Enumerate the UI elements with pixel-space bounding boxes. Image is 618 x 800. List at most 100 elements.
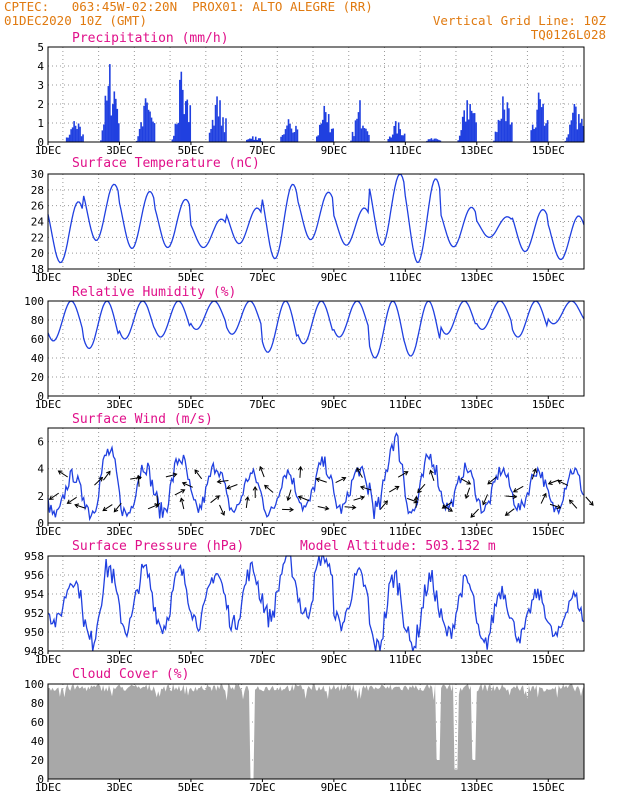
precip-bar bbox=[79, 126, 81, 142]
precip-bar bbox=[365, 128, 367, 142]
precip-bar bbox=[402, 135, 404, 142]
precip-bar bbox=[321, 119, 324, 142]
precip-bar bbox=[543, 125, 546, 142]
precip-bar bbox=[387, 138, 390, 142]
panel-title: Cloud Cover (%) bbox=[72, 667, 189, 682]
precip-bar bbox=[104, 95, 107, 142]
precip-bar bbox=[399, 129, 401, 142]
x-tick-label: 3DEC bbox=[106, 525, 133, 538]
precip-bar bbox=[351, 131, 354, 142]
y-tick-label: 60 bbox=[31, 716, 44, 729]
precip-bar bbox=[216, 96, 218, 142]
precip-bar bbox=[286, 125, 288, 142]
precip-bar bbox=[537, 92, 540, 142]
precip-bar bbox=[433, 138, 436, 142]
precip-bar bbox=[249, 138, 251, 142]
wind-arrow-head bbox=[194, 469, 199, 475]
y-tick-label: 950 bbox=[24, 626, 44, 639]
wind-arrow-head bbox=[556, 504, 562, 510]
x-tick-label: 3DEC bbox=[106, 144, 133, 157]
y-tick-label: 20 bbox=[31, 247, 44, 260]
precip-bar bbox=[576, 129, 579, 142]
precip-bar bbox=[210, 128, 212, 142]
precip-bar bbox=[284, 129, 287, 142]
precip-bar bbox=[182, 89, 184, 142]
y-tick-label: 26 bbox=[31, 200, 44, 213]
precip-bar bbox=[368, 134, 370, 142]
x-tick-label: 3DEC bbox=[106, 781, 133, 794]
y-tick-label: 80 bbox=[31, 697, 44, 710]
y-tick-label: 0 bbox=[37, 773, 44, 786]
precip-bar bbox=[323, 105, 326, 142]
precip-bar bbox=[432, 139, 434, 142]
wind-arrow bbox=[94, 477, 103, 486]
wind-arrow-head bbox=[542, 492, 547, 498]
x-tick-label: 13DEC bbox=[460, 525, 493, 538]
wind-arrow bbox=[540, 493, 547, 504]
precip-bar bbox=[171, 139, 174, 142]
precip-bar bbox=[511, 122, 513, 142]
precip-bar bbox=[354, 120, 357, 142]
precip-bar bbox=[113, 91, 116, 142]
x-tick-label: 7DEC bbox=[249, 144, 276, 157]
panel-1: 18 20 22 24 26 28 30 1DEC 3DEC 5DEC 7DEC 9DEC 11DEC 1… bbox=[31, 156, 585, 284]
wind-arrow-head bbox=[324, 505, 330, 511]
precip-bar bbox=[400, 135, 403, 142]
precip-bar bbox=[564, 140, 567, 142]
x-tick-label: 5DEC bbox=[178, 525, 205, 538]
wind-arrow-head bbox=[215, 495, 221, 500]
precip-bar bbox=[575, 106, 577, 142]
precip-bar bbox=[112, 104, 114, 142]
precip-bar bbox=[174, 123, 177, 142]
y-tick-label: 952 bbox=[24, 607, 44, 620]
x-tick-label: 15DEC bbox=[532, 525, 565, 538]
x-tick-label: 11DEC bbox=[389, 398, 422, 411]
wind-arrow bbox=[217, 480, 229, 483]
precip-bar bbox=[117, 123, 120, 142]
precip-bar bbox=[326, 122, 329, 142]
precip-bar bbox=[220, 125, 223, 142]
wind-arrow-head bbox=[341, 476, 347, 482]
precip-bar bbox=[100, 140, 102, 142]
wind-arrow bbox=[180, 498, 185, 510]
wind-arrow-head bbox=[448, 507, 454, 512]
series-line bbox=[47, 432, 585, 522]
precip-bar bbox=[184, 101, 187, 142]
wind-arrow-head bbox=[179, 497, 185, 503]
precip-bar bbox=[435, 138, 437, 142]
wind-arrow-head bbox=[172, 472, 178, 478]
wind-arrow-head bbox=[417, 488, 422, 494]
precip-bar bbox=[247, 139, 250, 142]
precip-bar bbox=[508, 108, 510, 142]
precip-bar bbox=[332, 128, 334, 142]
precip-bar bbox=[362, 125, 364, 142]
precip-bar bbox=[324, 112, 327, 142]
panel-frame bbox=[47, 46, 585, 143]
precip-bar bbox=[436, 139, 439, 142]
y-tick-label: 24 bbox=[31, 216, 45, 229]
x-tick-label: 7DEC bbox=[249, 525, 276, 538]
wind-arrow-head bbox=[512, 487, 518, 493]
precip-bar bbox=[186, 99, 189, 142]
precip-bar bbox=[581, 118, 583, 142]
wind-arrow bbox=[442, 501, 453, 509]
y-tick-label: 60 bbox=[31, 333, 44, 346]
x-tick-label: 15DEC bbox=[532, 781, 565, 794]
panel-5: 0 20 40 60 80 100 1DEC 3DEC 5DEC 7DEC 9DEC 11DEC 13D… bbox=[24, 667, 585, 794]
wind-arrow bbox=[470, 508, 479, 518]
wind-arrow-head bbox=[57, 470, 63, 475]
precip-bar bbox=[570, 120, 573, 142]
precip-bar bbox=[211, 119, 214, 142]
precip-bar bbox=[430, 138, 433, 142]
precip-bar bbox=[259, 138, 262, 142]
precip-bar bbox=[540, 107, 543, 142]
wind-arrow-head bbox=[557, 479, 563, 485]
x-tick-label: 9DEC bbox=[321, 271, 348, 284]
panel-frame bbox=[47, 173, 585, 270]
precip-bar bbox=[396, 133, 398, 142]
x-tick-label: 13DEC bbox=[460, 144, 493, 157]
wind-arrow-head bbox=[315, 477, 321, 483]
wind-arrow bbox=[156, 495, 159, 507]
y-tick-label: 948 bbox=[24, 645, 44, 658]
precip-bar bbox=[438, 139, 440, 142]
